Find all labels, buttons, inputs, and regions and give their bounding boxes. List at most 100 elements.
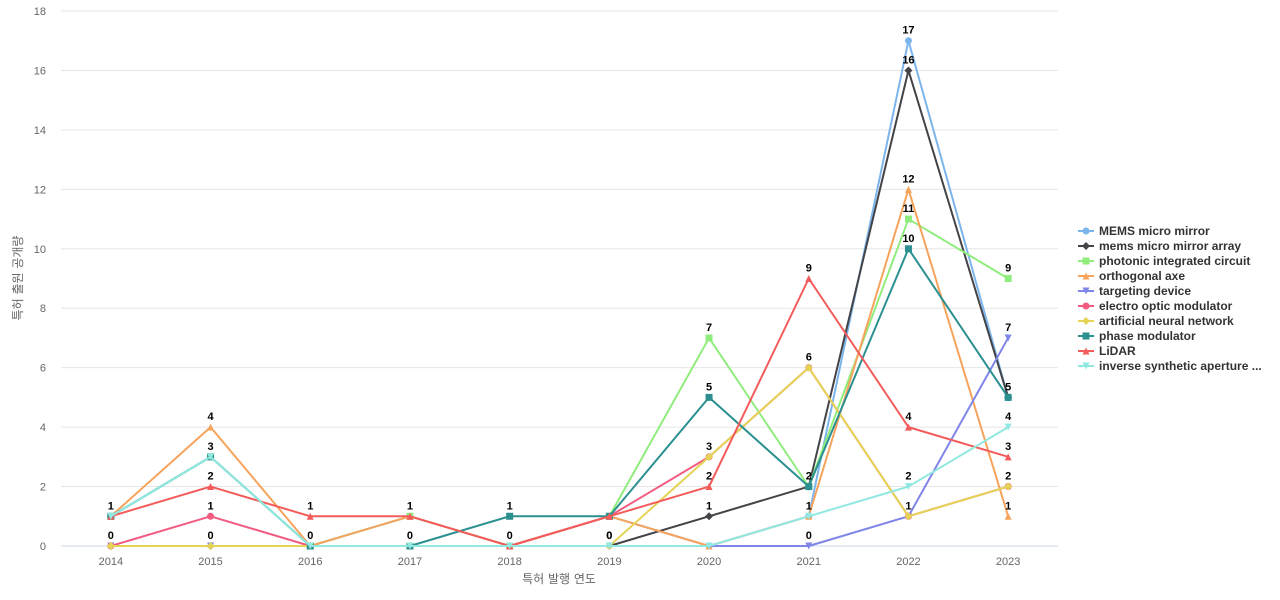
legend-item[interactable]: orthogonal axe xyxy=(1078,269,1185,283)
data-label: 1 xyxy=(806,500,812,512)
data-point-marker[interactable] xyxy=(705,393,713,401)
data-point-marker[interactable] xyxy=(804,363,813,372)
data-point-marker xyxy=(1082,317,1090,325)
legend-item[interactable]: photonic integrated circuit xyxy=(1078,254,1250,268)
data-point-marker[interactable] xyxy=(705,542,713,550)
series-line[interactable] xyxy=(110,337,1010,547)
data-point-marker[interactable] xyxy=(406,512,414,520)
data-point-marker xyxy=(1082,362,1090,370)
legend-label: phase modulator xyxy=(1099,329,1196,343)
data-point-marker[interactable] xyxy=(306,542,314,550)
series-2 xyxy=(107,215,1012,550)
data-label: 0 xyxy=(606,530,612,542)
data-point-marker[interactable] xyxy=(705,483,713,491)
series-line[interactable] xyxy=(110,277,1009,547)
data-point-marker[interactable] xyxy=(904,215,912,223)
data-label: 0 xyxy=(606,530,612,542)
x-tick-label: 2019 xyxy=(597,556,621,568)
legend-label: artificial neural network xyxy=(1099,314,1234,328)
legend-item[interactable]: LiDAR xyxy=(1078,344,1136,358)
data-point-marker[interactable] xyxy=(904,423,912,431)
legend-item[interactable]: phase modulator xyxy=(1078,329,1196,343)
data-point-marker[interactable] xyxy=(904,483,912,491)
legend-item[interactable]: artificial neural network xyxy=(1078,314,1234,328)
data-label: 16 xyxy=(902,54,914,66)
data-point-marker[interactable] xyxy=(207,453,215,461)
data-point-marker[interactable] xyxy=(605,512,613,520)
series-line[interactable] xyxy=(110,366,1009,547)
data-point-marker xyxy=(1082,257,1090,265)
series-5 xyxy=(107,364,1012,550)
data-label: 3 xyxy=(207,441,213,453)
data-point-marker[interactable] xyxy=(705,334,713,342)
data-label: 7 xyxy=(1005,322,1011,334)
data-point-marker[interactable] xyxy=(1004,423,1012,431)
data-label: 1 xyxy=(108,500,114,512)
data-point-marker[interactable] xyxy=(904,185,912,193)
legend-label: mems micro mirror array xyxy=(1099,239,1241,253)
data-label: 0 xyxy=(507,530,513,542)
data-label: 1 xyxy=(905,500,911,512)
legend-item[interactable]: MEMS micro mirror xyxy=(1078,224,1210,238)
data-point-marker[interactable] xyxy=(207,423,215,431)
data-label: 5 xyxy=(1005,381,1011,393)
series-line[interactable] xyxy=(110,426,1009,547)
x-axis-ticks: 2014 2015 2016 2017 2018 2019 2020 2021 2022 2023 xyxy=(99,556,1021,568)
series-line[interactable] xyxy=(110,247,1009,547)
data-point-marker[interactable] xyxy=(106,542,115,550)
data-point-marker[interactable] xyxy=(207,512,215,520)
data-point-marker[interactable] xyxy=(506,512,514,520)
data-point-marker[interactable] xyxy=(506,542,514,550)
data-label: 0 xyxy=(108,530,114,542)
y-tick-label: 18 xyxy=(34,6,46,18)
legend-item[interactable]: electro optic modulator xyxy=(1078,299,1233,313)
data-point-marker xyxy=(1082,332,1090,340)
data-label: 2 xyxy=(706,471,712,483)
series-line[interactable] xyxy=(110,366,1009,547)
data-label: 0 xyxy=(806,530,812,542)
data-point-marker[interactable] xyxy=(306,512,314,520)
data-point-marker[interactable] xyxy=(206,542,215,550)
legend-item[interactable]: targeting device xyxy=(1078,284,1191,298)
data-point-marker[interactable] xyxy=(904,37,912,45)
x-tick-label: 2017 xyxy=(398,556,422,568)
legend-label: orthogonal axe xyxy=(1099,269,1185,283)
y-tick-label: 6 xyxy=(40,363,46,375)
data-point-marker[interactable] xyxy=(805,483,813,491)
data-label: 9 xyxy=(1005,263,1011,275)
legend-label: MEMS micro mirror xyxy=(1099,224,1210,238)
data-point-marker[interactable] xyxy=(207,483,215,491)
data-label: 2 xyxy=(207,471,213,483)
y-tick-label: 2 xyxy=(40,482,46,494)
data-point-marker[interactable] xyxy=(904,66,913,75)
x-tick-label: 2014 xyxy=(99,556,123,568)
data-point-marker[interactable] xyxy=(1004,334,1012,342)
data-label: 0 xyxy=(307,530,313,542)
data-point-marker[interactable] xyxy=(1004,275,1012,282)
data-label: 4 xyxy=(207,411,214,423)
data-point-marker[interactable] xyxy=(1004,482,1013,491)
data-point-marker[interactable] xyxy=(805,275,813,282)
legend-item[interactable]: inverse synthetic aperture ... xyxy=(1078,359,1262,373)
data-point-marker[interactable] xyxy=(805,542,813,550)
data-point-marker[interactable] xyxy=(705,512,714,521)
data-point-marker[interactable] xyxy=(605,542,613,550)
data-point-marker[interactable] xyxy=(1004,393,1012,401)
data-point-marker xyxy=(1082,242,1090,250)
data-label: 2 xyxy=(1005,471,1011,483)
data-label: 1 xyxy=(407,500,413,512)
y-tick-label: 4 xyxy=(40,422,46,434)
data-point-marker[interactable] xyxy=(107,512,115,520)
y-tick-label: 0 xyxy=(40,541,46,553)
legend-item[interactable]: mems micro mirror array xyxy=(1078,239,1241,253)
data-point-marker[interactable] xyxy=(406,542,414,550)
series-7 xyxy=(107,245,1012,550)
data-point-marker[interactable] xyxy=(904,245,912,253)
data-point-marker[interactable] xyxy=(1004,512,1012,520)
data-point-marker[interactable] xyxy=(805,512,813,520)
data-point-marker xyxy=(1082,302,1090,310)
x-tick-label: 2015 xyxy=(198,556,222,568)
data-point-marker[interactable] xyxy=(1004,453,1012,461)
data-point-marker[interactable] xyxy=(705,452,714,461)
data-point-marker[interactable] xyxy=(904,512,913,521)
